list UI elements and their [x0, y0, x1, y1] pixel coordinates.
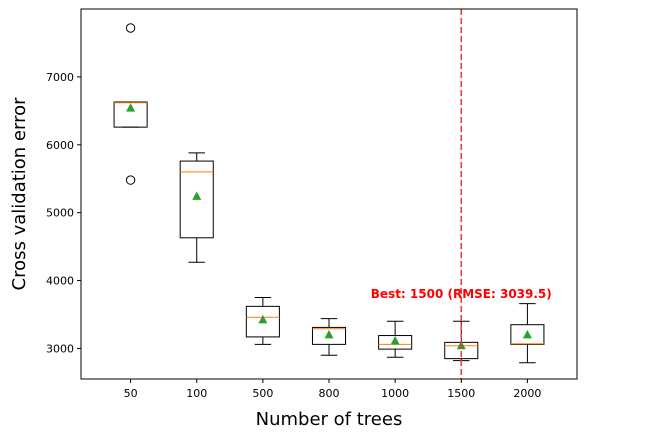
x-tick-label-800: 800	[319, 387, 340, 400]
mean-marker-2000	[522, 329, 532, 339]
box-group-800	[311, 318, 347, 356]
box-group-500	[245, 297, 280, 345]
x-axis-label: Number of trees	[256, 409, 403, 430]
plot-area	[81, 9, 577, 379]
mean-marker-800	[324, 329, 334, 339]
x-axis-ticks: 50 100 500 800 1000 1500 2000	[124, 379, 541, 400]
box-2000	[510, 324, 545, 345]
mean-marker-1000	[390, 335, 400, 345]
outlier-50-0	[125, 23, 136, 33]
mean-marker-100	[192, 191, 202, 200]
y-tick-label-3000: 3000	[46, 342, 74, 355]
outlier-50-1	[125, 175, 136, 185]
x-tick-label-2000: 2000	[513, 387, 541, 400]
y-tick-label-5000: 5000	[46, 207, 74, 220]
box-group-2000	[510, 303, 545, 364]
x-tick-label-100: 100	[186, 387, 207, 400]
box-100	[179, 160, 214, 239]
y-axis-label: Cross validation error	[9, 97, 30, 291]
x-tick-label-1000: 1000	[381, 387, 409, 400]
best-annotation: Best: 1500 (RMSE: 3039.5)	[371, 287, 552, 301]
y-axis-ticks: 3000 4000 5000 6000 7000	[46, 71, 81, 355]
mean-marker-500	[258, 314, 268, 324]
x-tick-label-500: 500	[252, 387, 273, 400]
box-1000	[378, 335, 413, 350]
box-group-100	[179, 152, 214, 263]
x-tick-label-1500: 1500	[447, 387, 475, 400]
box-50	[113, 101, 148, 128]
box-group-50	[113, 23, 148, 185]
y-tick-label-4000: 4000	[46, 275, 74, 288]
x-tick-label-50: 50	[124, 387, 138, 400]
box-800	[311, 326, 347, 345]
mean-marker-50	[126, 103, 136, 112]
plot-frame	[80, 8, 578, 380]
box-group-1000	[378, 320, 413, 358]
y-tick-label-6000: 6000	[46, 139, 74, 152]
box-500	[245, 305, 280, 338]
y-tick-label-7000: 7000	[46, 71, 74, 84]
